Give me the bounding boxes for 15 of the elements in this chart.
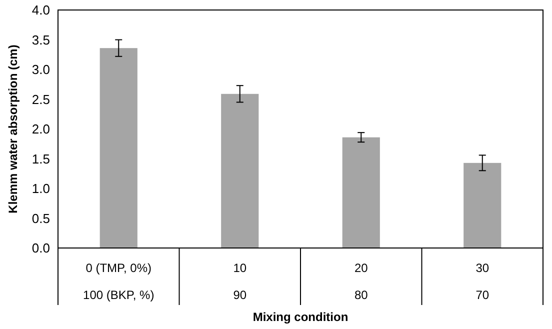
x-axis-title: Mixing condition — [252, 310, 348, 324]
y-tick-label: 0.5 — [32, 210, 50, 226]
y-tick-label: 2.0 — [32, 122, 50, 137]
y-tick-label: 4.0 — [32, 2, 50, 18]
y-tick-label: 1.0 — [32, 181, 50, 196]
y-tick-label: 3.5 — [32, 32, 50, 48]
x-tick-label: 10 90 — [233, 261, 247, 302]
x-tick-label: 20 80 — [354, 261, 368, 302]
y-tick-label: 2.5 — [32, 92, 50, 107]
y-axis-title: Klemm water absorption (cm) — [6, 44, 20, 214]
y-tick-label: 1.5 — [32, 151, 50, 166]
y-tick-label: 0.0 — [32, 240, 50, 256]
x-tick-label: 0 (TMP, 0%) 100 (BKP, %) — [83, 261, 154, 302]
x-tick-label: 30 70 — [476, 261, 490, 302]
y-tick-label: 3.0 — [32, 62, 50, 78]
